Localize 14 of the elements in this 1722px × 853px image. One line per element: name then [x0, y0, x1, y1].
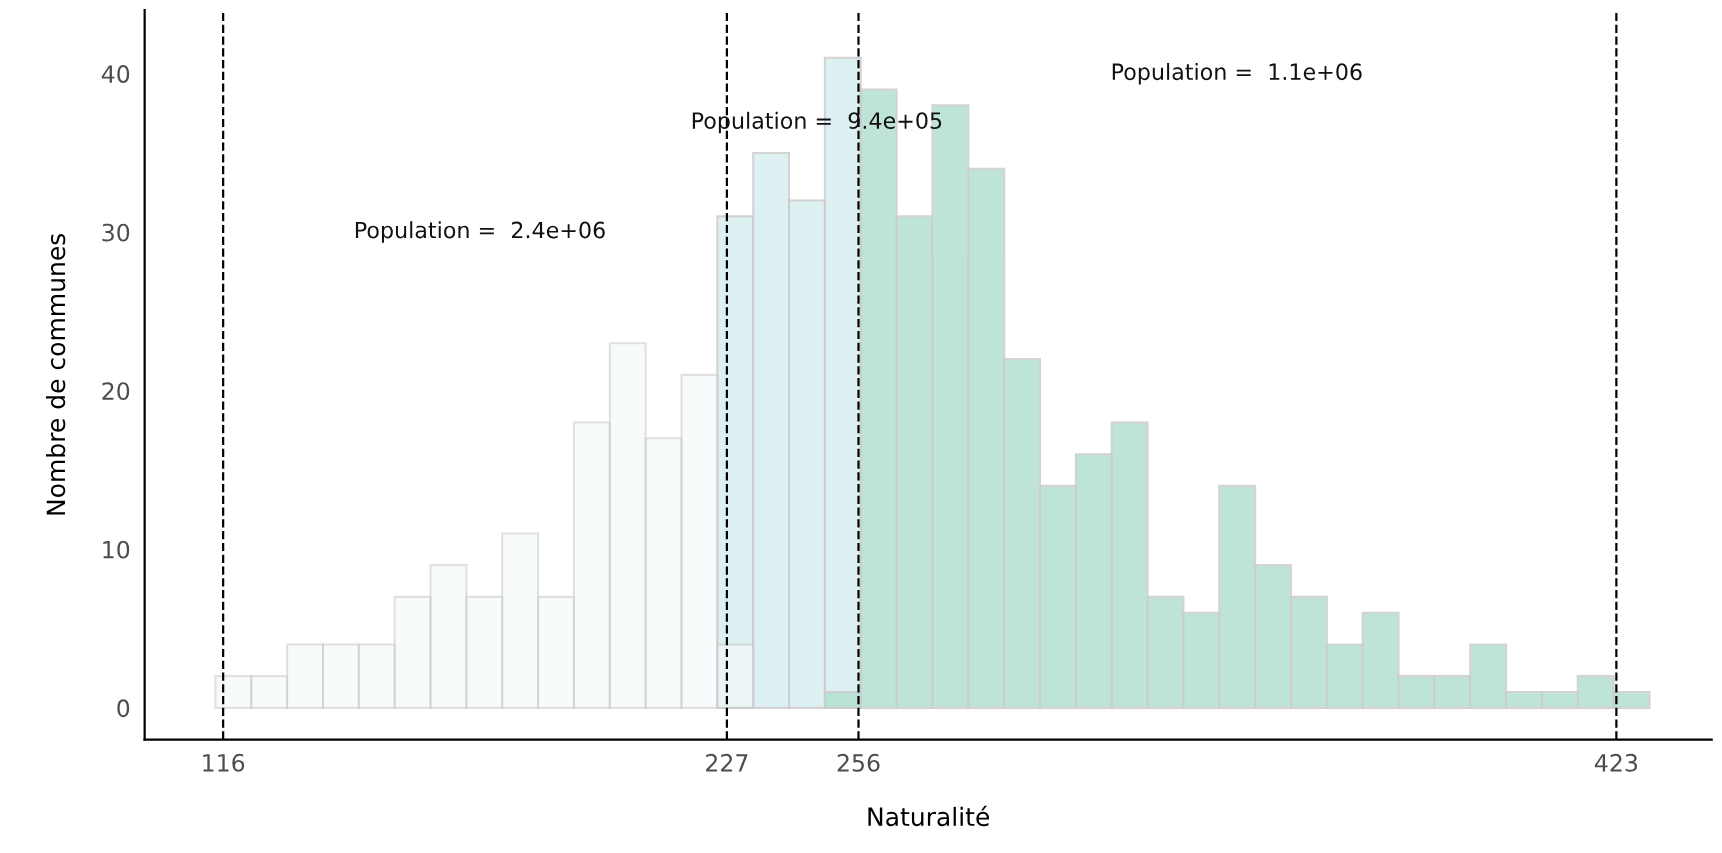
annotation: Population = 1.1e+06	[1112, 62, 1362, 85]
x-tick-label: 227	[706, 753, 748, 772]
x-tick-label: 116	[203, 753, 245, 772]
y-tick-label: 0	[117, 699, 130, 718]
y-tick-label: 30	[102, 223, 130, 242]
y-tick-label: 40	[101, 65, 130, 83]
x-tick-label: 423	[1594, 753, 1638, 772]
x-tick-label: 256	[837, 753, 880, 772]
y-axis-title: Nombre de communes	[45, 233, 66, 515]
x-axis-title: Naturalité	[868, 805, 989, 827]
y-tick-label: 10	[103, 540, 130, 559]
y-tick-label: 20	[102, 382, 130, 401]
annotation: Population = 2.4e+06	[355, 221, 605, 243]
annotation: Population = 9.4e+05	[692, 111, 942, 134]
